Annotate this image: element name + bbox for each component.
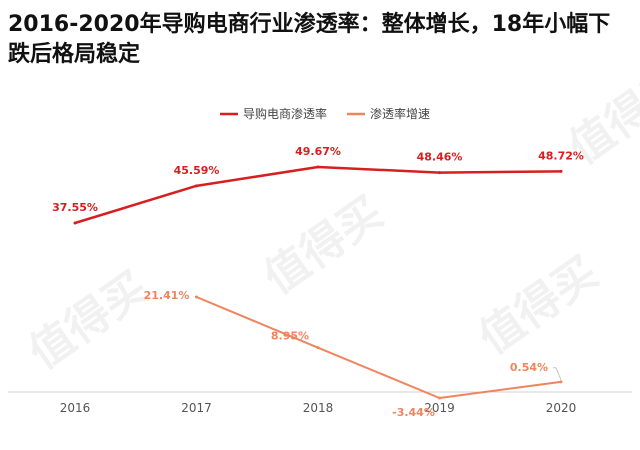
- data-point: [559, 169, 563, 173]
- data-point: [438, 171, 441, 175]
- data-point: [195, 184, 198, 188]
- x-tick-label: 2020: [546, 401, 577, 415]
- data-label: 49.67%: [295, 145, 341, 158]
- data-point: [316, 346, 320, 350]
- data-label: 48.46%: [417, 151, 463, 164]
- series-group: 37.55% 45.59% 49.67% 48.46% 48.72% 21.41% 8.95…: [52, 145, 584, 419]
- data-label: 0.54%: [510, 361, 548, 374]
- leader-line: [553, 367, 562, 380]
- data-point: [438, 396, 441, 400]
- series-line: [74, 165, 562, 225]
- data-label: 8.95%: [271, 330, 309, 343]
- data-point: [316, 165, 320, 169]
- data-label: 45.59%: [174, 164, 220, 177]
- x-axis: 2016 2017 2018 2019 2020: [60, 401, 577, 415]
- data-label: 21.41%: [144, 289, 190, 302]
- x-tick-label: 2017: [181, 401, 212, 415]
- series-line: [196, 296, 562, 399]
- data-label: -3.44%: [392, 406, 435, 419]
- legend-label: 渗透率增速: [370, 106, 430, 121]
- data-point: [195, 295, 198, 299]
- legend: 导购电商渗透率 渗透率增速: [220, 106, 430, 121]
- data-label: 37.55%: [52, 201, 98, 214]
- x-tick-label: 2019: [424, 401, 455, 415]
- chart-title: 2016-2020年导购电商行业渗透率：整体增长，18年小幅下跌后格局稳定: [8, 12, 611, 67]
- x-tick-label: 2016: [60, 401, 91, 415]
- legend-label: 导购电商渗透率: [243, 106, 327, 121]
- data-point: [73, 221, 77, 225]
- data-point: [559, 380, 563, 384]
- x-tick-label: 2018: [303, 401, 334, 415]
- data-label: 48.72%: [538, 149, 584, 162]
